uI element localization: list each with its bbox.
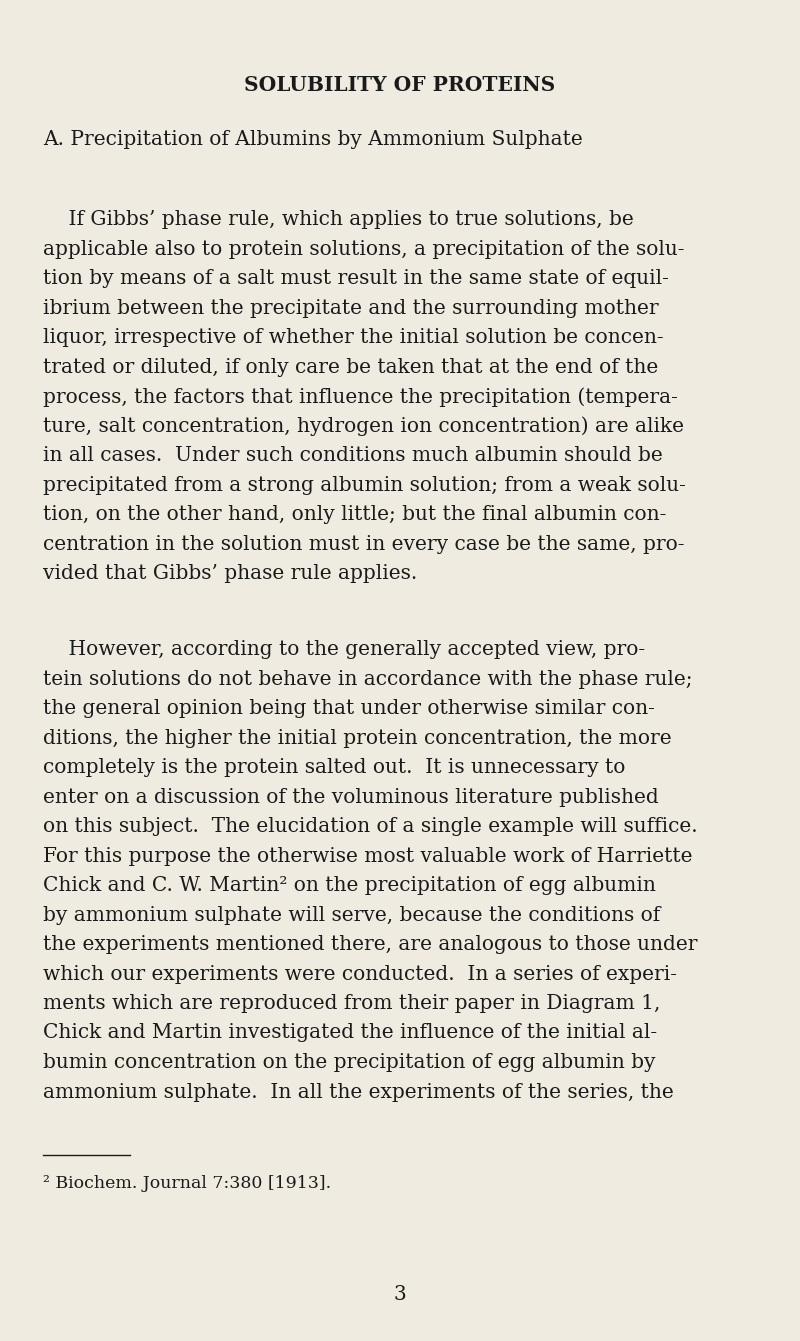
Text: ditions, the higher the initial protein concentration, the more: ditions, the higher the initial protein … bbox=[43, 728, 672, 747]
Text: ibrium between the precipitate and the surrounding mother: ibrium between the precipitate and the s… bbox=[43, 299, 658, 318]
Text: SOLUBILITY OF PROTEINS: SOLUBILITY OF PROTEINS bbox=[244, 75, 556, 95]
Text: ments which are reproduced from their paper in Diagram 1,: ments which are reproduced from their pa… bbox=[43, 994, 660, 1012]
Text: in all cases.  Under such conditions much albumin should be: in all cases. Under such conditions much… bbox=[43, 447, 662, 465]
Text: the experiments mentioned there, are analogous to those under: the experiments mentioned there, are ana… bbox=[43, 935, 698, 953]
Text: completely is the protein salted out.  It is unnecessary to: completely is the protein salted out. It… bbox=[43, 758, 626, 776]
Text: liquor, irrespective of whether the initial solution be concen-: liquor, irrespective of whether the init… bbox=[43, 329, 664, 347]
Text: A. Precipitation of Albumins by Ammonium Sulphate: A. Precipitation of Albumins by Ammonium… bbox=[43, 130, 582, 149]
Text: process, the factors that influence the precipitation (tempera-: process, the factors that influence the … bbox=[43, 388, 678, 406]
Text: applicable also to protein solutions, a precipitation of the solu-: applicable also to protein solutions, a … bbox=[43, 240, 685, 259]
Text: trated or diluted, if only care be taken that at the end of the: trated or diluted, if only care be taken… bbox=[43, 358, 658, 377]
Text: bumin concentration on the precipitation of egg albumin by: bumin concentration on the precipitation… bbox=[43, 1053, 655, 1071]
Text: precipitated from a strong albumin solution; from a weak solu-: precipitated from a strong albumin solut… bbox=[43, 476, 686, 495]
Text: For this purpose the otherwise most valuable work of Harriette: For this purpose the otherwise most valu… bbox=[43, 846, 693, 865]
Text: ammonium sulphate.  In all the experiments of the series, the: ammonium sulphate. In all the experiment… bbox=[43, 1082, 674, 1101]
Text: which our experiments were conducted.  In a series of experi-: which our experiments were conducted. In… bbox=[43, 964, 677, 983]
Text: by ammonium sulphate will serve, because the conditions of: by ammonium sulphate will serve, because… bbox=[43, 905, 660, 924]
Text: 3: 3 bbox=[394, 1285, 406, 1303]
Text: vided that Gibbs’ phase rule applies.: vided that Gibbs’ phase rule applies. bbox=[43, 565, 418, 583]
Text: enter on a discussion of the voluminous literature published: enter on a discussion of the voluminous … bbox=[43, 787, 658, 806]
Text: ture, salt concentration, hydrogen ion concentration) are alike: ture, salt concentration, hydrogen ion c… bbox=[43, 417, 684, 436]
Text: on this subject.  The elucidation of a single example will suffice.: on this subject. The elucidation of a si… bbox=[43, 817, 698, 835]
Text: If Gibbs’ phase rule, which applies to true solutions, be: If Gibbs’ phase rule, which applies to t… bbox=[43, 211, 634, 229]
Text: tion, on the other hand, only little; but the final albumin con-: tion, on the other hand, only little; bu… bbox=[43, 506, 666, 524]
Text: However, according to the generally accepted view, pro-: However, according to the generally acce… bbox=[43, 640, 645, 658]
Text: tein solutions do not behave in accordance with the phase rule;: tein solutions do not behave in accordan… bbox=[43, 669, 693, 688]
Text: centration in the solution must in every case be the same, pro-: centration in the solution must in every… bbox=[43, 535, 685, 554]
Text: ² Biochem. Journal 7:380 [1913].: ² Biochem. Journal 7:380 [1913]. bbox=[43, 1175, 331, 1192]
Text: Chick and Martin investigated the influence of the initial al-: Chick and Martin investigated the influe… bbox=[43, 1023, 657, 1042]
Text: tion by means of a salt must result in the same state of equil-: tion by means of a salt must result in t… bbox=[43, 270, 669, 288]
Text: Chick and C. W. Martin² on the precipitation of egg albumin: Chick and C. W. Martin² on the precipita… bbox=[43, 876, 656, 894]
Text: the general opinion being that under otherwise similar con-: the general opinion being that under oth… bbox=[43, 699, 655, 717]
